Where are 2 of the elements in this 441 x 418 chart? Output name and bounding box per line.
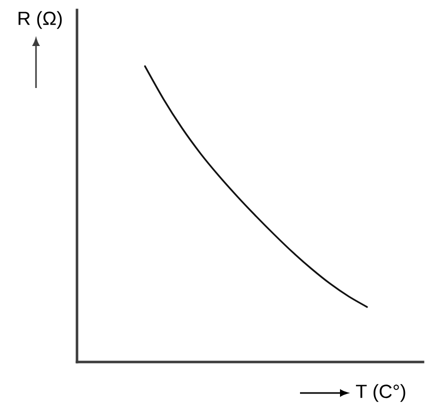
x-axis-title: T (C°) (356, 384, 406, 402)
y-axis-title: R (Ω) (18, 11, 62, 29)
